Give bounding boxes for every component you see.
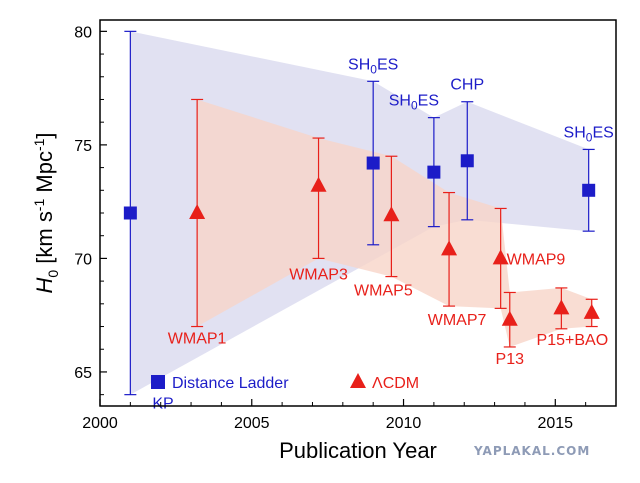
y-tick-label: 75 xyxy=(74,138,92,155)
legend-marker-square xyxy=(151,375,165,389)
uncertainty-bands xyxy=(130,31,592,395)
x-axis-title: Publication Year xyxy=(279,438,437,463)
triangle-marker xyxy=(501,310,518,326)
y-axis-title: H0 [km s-1 Mpc-1] xyxy=(31,132,61,293)
legend-marker-triangle xyxy=(350,373,366,388)
legend: Distance Ladder ΛCDM xyxy=(151,373,419,392)
triangle-marker xyxy=(310,176,327,192)
point-labels: KP SH0ES SH0ES CHP SH0ES WMAP1 WMAP3 WMAP5 WMAP7… xyxy=(152,56,613,412)
y-axis-close-bracket: ] xyxy=(32,132,57,138)
point-label: P13 xyxy=(496,351,525,368)
square-marker xyxy=(366,156,380,170)
y-axis-exponent-2: -1 xyxy=(31,138,47,151)
y-axis-units: [km s xyxy=(32,211,57,270)
x-tick-label: 2015 xyxy=(537,415,573,432)
band-lcdm xyxy=(197,99,592,347)
y-axis-exponent-1: -1 xyxy=(31,199,47,212)
legend-label: Distance Ladder xyxy=(172,375,289,392)
x-tick-label: 2005 xyxy=(234,415,270,432)
axis-ticks: 2000 2005 2010 2015 65 70 75 80 xyxy=(74,24,617,432)
y-axis-subscript: 0 xyxy=(45,270,61,278)
triangle-marker xyxy=(189,204,206,219)
point-label: WMAP5 xyxy=(354,283,413,300)
triangle-marker xyxy=(441,240,458,256)
watermark: YAPLAKAL.COM xyxy=(474,444,591,458)
y-tick-label: 65 xyxy=(74,365,92,382)
legend-label: ΛCDM xyxy=(372,375,419,392)
square-marker xyxy=(427,165,441,179)
triangle-marker xyxy=(492,249,509,265)
point-label: KP xyxy=(152,396,173,413)
point-label: WMAP3 xyxy=(289,266,348,283)
point-label: SH0ES xyxy=(564,124,614,144)
y-tick-label: 70 xyxy=(74,251,92,268)
y-axis-units-2: Mpc xyxy=(32,151,57,199)
data-markers xyxy=(123,154,600,326)
x-tick-label: 2010 xyxy=(386,415,422,432)
point-label: SH0ES xyxy=(348,56,398,76)
square-marker xyxy=(123,206,137,220)
y-axis-symbol: H xyxy=(32,278,57,294)
x-tick-label: 2000 xyxy=(82,415,118,432)
triangle-marker xyxy=(583,303,600,319)
point-label: SH0ES xyxy=(389,93,439,113)
square-marker xyxy=(460,154,474,168)
triangle-marker xyxy=(383,206,400,222)
point-label: P15+BAO xyxy=(537,332,609,349)
point-label: WMAP7 xyxy=(428,312,487,329)
y-tick-label: 80 xyxy=(74,24,92,41)
square-marker xyxy=(582,183,596,197)
triangle-marker xyxy=(553,299,570,315)
point-label: WMAP9 xyxy=(507,251,566,268)
point-label: WMAP1 xyxy=(168,331,227,348)
point-label: CHP xyxy=(450,77,484,94)
